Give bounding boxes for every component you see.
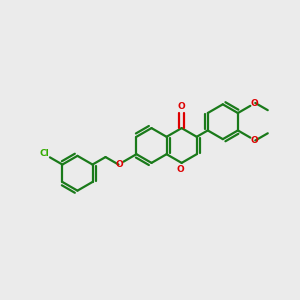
Text: Cl: Cl — [39, 149, 49, 158]
Text: O: O — [178, 102, 185, 111]
Text: O: O — [177, 165, 184, 174]
Text: O: O — [251, 136, 259, 145]
Text: O: O — [115, 160, 123, 169]
Text: O: O — [251, 99, 259, 108]
